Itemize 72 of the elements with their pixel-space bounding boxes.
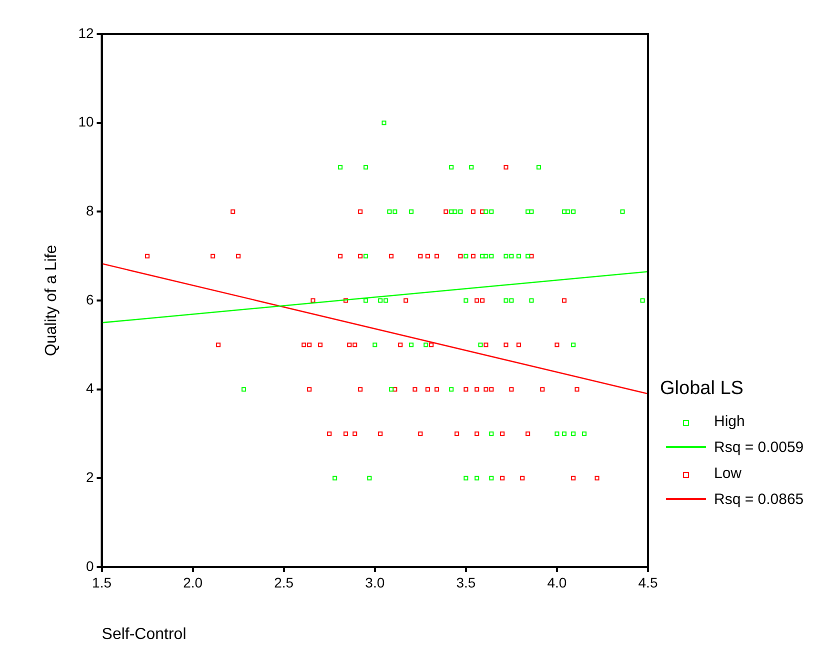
x-tick-label: 4.0 [547, 574, 567, 590]
point [364, 254, 368, 258]
point [620, 209, 625, 214]
point [474, 476, 480, 480]
point [389, 387, 394, 392]
x-tick-label: 1.5 [92, 574, 112, 590]
y-tick-label: 2 [86, 469, 94, 486]
point [529, 209, 534, 214]
legend-label: High [714, 412, 745, 430]
point [458, 209, 463, 214]
point [338, 164, 343, 170]
point [566, 209, 570, 214]
point [484, 209, 488, 214]
point [562, 431, 567, 436]
point [464, 254, 468, 258]
y-tick-label: 10 [78, 114, 94, 130]
point [489, 254, 494, 258]
point [372, 342, 378, 348]
y-tick-label: 0 [86, 558, 94, 574]
point [332, 476, 338, 480]
point [367, 476, 372, 480]
x-tick-label: 4.5 [638, 574, 658, 590]
point [409, 209, 414, 214]
point [489, 431, 494, 436]
point [554, 431, 560, 436]
point [469, 164, 474, 170]
point [409, 342, 414, 348]
point [464, 298, 468, 303]
point [364, 164, 368, 170]
point [392, 209, 398, 214]
legend-label: Low [714, 464, 742, 482]
point [449, 387, 454, 392]
x-tick-label: 2.0 [183, 574, 203, 590]
x-tick-label: 3.5 [456, 574, 476, 590]
point [489, 476, 494, 480]
point [536, 164, 542, 170]
point [464, 476, 468, 480]
y-tick-label: 6 [86, 291, 94, 308]
point [387, 209, 392, 214]
point [571, 209, 576, 214]
x-tick-label: 3.0 [365, 574, 385, 590]
point [484, 254, 488, 258]
x-axis-title: Self-Control [102, 626, 186, 643]
point [382, 120, 386, 126]
point [640, 298, 645, 303]
point [242, 387, 246, 392]
point [509, 298, 514, 303]
y-tick-label: 4 [86, 380, 94, 396]
point [452, 209, 458, 214]
legend-label: Rsq = 0.0865 [714, 490, 804, 508]
point [526, 254, 530, 258]
point [529, 298, 534, 303]
legend-label: Rsq = 0.0059 [714, 438, 804, 456]
legend-title: Global LS [660, 378, 744, 400]
point [582, 431, 587, 436]
point [509, 254, 514, 258]
point [571, 342, 576, 348]
y-axis-title: Quality of a Life [43, 244, 60, 356]
point [571, 431, 576, 436]
point [449, 164, 454, 170]
point [378, 298, 383, 303]
point [424, 342, 428, 348]
x-tick-label: 2.5 [274, 574, 294, 590]
point [478, 342, 483, 348]
point [504, 254, 508, 258]
point [504, 298, 508, 303]
point [364, 298, 368, 303]
y-tick-label: 8 [86, 202, 94, 219]
point [516, 254, 521, 258]
point [384, 298, 388, 303]
y-tick-label: 12 [78, 24, 94, 41]
point [489, 209, 494, 214]
